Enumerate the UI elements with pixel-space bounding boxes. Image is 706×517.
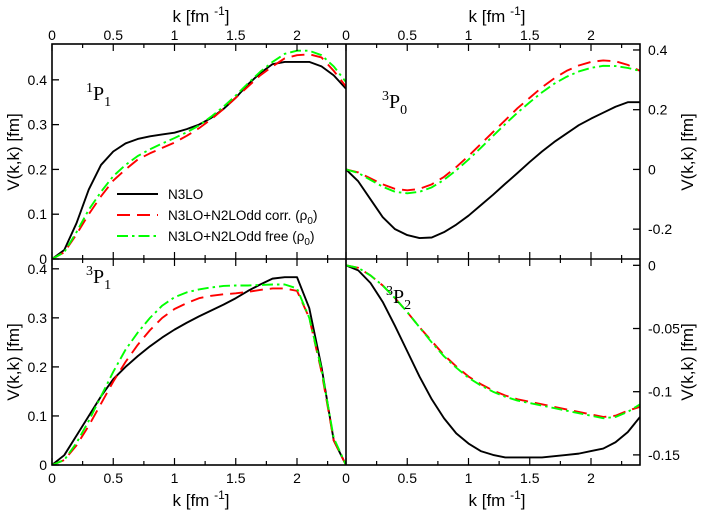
legend-label-2: N3LO+N2LOdd free (ρ0)	[168, 229, 314, 248]
ticks-layer	[51, 44, 640, 466]
x-tick-label-top: 0	[342, 27, 350, 43]
x-axis-label-top-left: k [fm -1]	[173, 4, 230, 26]
x-tick-label-top: 1	[171, 27, 179, 43]
series-line-3P2-n3lo	[346, 264, 640, 459]
x-tick-label-bottom: 1.5	[520, 470, 540, 486]
panel-3P1-curves	[52, 276, 346, 465]
panel-1P1-curves	[52, 49, 346, 259]
x-axis-label-bottom-right: k [fm -1]	[469, 488, 526, 510]
x-tick-label-bottom: 1.5	[226, 470, 246, 486]
y-axis-label-top-right: V(k,k) [fm]	[678, 113, 697, 190]
y-tick-label: 0.2	[28, 359, 48, 375]
legend-label-0: N3LO	[168, 187, 203, 202]
y-tick-label: 0.1	[28, 408, 48, 424]
series-line-1P1-corr	[52, 53, 346, 259]
panel-3P2-curves	[346, 264, 640, 459]
x-tick-label-top: 0	[48, 27, 56, 43]
y-tick-label: -0.15	[648, 447, 680, 463]
y-tick-label: 0.1	[28, 206, 48, 222]
panel-label-3P1: 3P1	[86, 264, 111, 293]
series-line-3P1-free	[52, 283, 346, 465]
panel-3P0-curves	[346, 59, 640, 240]
x-tick-label-bottom: 1	[465, 470, 473, 486]
x-tick-label-bottom: 2	[293, 470, 301, 486]
x-tick-label-top: 1.5	[520, 27, 540, 43]
series-line-1P1-free	[52, 49, 346, 259]
y-axis-label-bottom-right: V(k,k) [fm]	[678, 323, 697, 400]
legend-label-1: N3LO+N2LOdd corr. (ρ0)	[168, 208, 317, 227]
y-tick-label: -0.1	[648, 384, 672, 400]
x-tick-label-top: 2	[293, 27, 301, 43]
y-tick-label: -0.05	[648, 321, 680, 337]
panel-label-1P1: 1P1	[86, 81, 111, 110]
y-tick-label: 0.2	[28, 161, 48, 177]
series-line-3P2-free	[346, 264, 640, 420]
y-tick-label: 0.4	[648, 42, 668, 58]
x-tick-label-bottom: 0.5	[104, 470, 124, 486]
x-axis-label-bottom-left: k [fm -1]	[173, 488, 230, 510]
series-line-3P1-corr	[52, 287, 346, 465]
panel-label-3P2: 3P2	[386, 284, 411, 313]
x-tick-label-top: 0.5	[104, 27, 124, 43]
x-tick-label-top: 2	[587, 27, 595, 43]
y-tick-label: 0.4	[28, 72, 48, 88]
y-tick-label: 0	[648, 161, 656, 177]
y-axis-label-top-left: V(k,k) [fm]	[4, 113, 23, 190]
x-tick-label-bottom: 0	[48, 470, 56, 486]
x-tick-label-bottom: 0.5	[398, 470, 418, 486]
x-axis-label-top-right: k [fm -1]	[469, 4, 526, 26]
x-tick-label-top: 0.5	[398, 27, 418, 43]
y-tick-label: 0	[39, 251, 47, 267]
x-tick-label-top: 1.5	[226, 27, 246, 43]
x-tick-label-bottom: 2	[587, 470, 595, 486]
y-tick-label: -0.2	[648, 221, 672, 237]
y-axis-label-bottom-left: V(k,k) [fm]	[4, 323, 23, 400]
y-tick-label: 0.3	[28, 310, 48, 326]
x-tick-label-bottom: 1	[171, 470, 179, 486]
x-tick-label-bottom: 0	[342, 470, 350, 486]
series-line-3P0-corr	[346, 59, 640, 192]
y-tick-label: 0	[648, 257, 656, 273]
y-tick-label: 0.4	[28, 261, 48, 277]
y-tick-label: 0.3	[28, 117, 48, 133]
series-line-3P0-n3lo	[346, 101, 640, 240]
series-line-3P0-free	[346, 64, 640, 195]
y-tick-label: 0.2	[648, 102, 668, 118]
x-tick-label-top: 1	[465, 27, 473, 43]
series-line-1P1-n3lo	[52, 60, 346, 259]
legend: N3LO N3LO+N2LOdd corr. (ρ0) N3LO+N2LOdd fr…	[117, 187, 317, 248]
panel-label-3P0: 3P0	[382, 89, 407, 118]
y-tick-label: 0	[39, 457, 47, 473]
series-line-3P1-n3lo	[52, 276, 346, 465]
